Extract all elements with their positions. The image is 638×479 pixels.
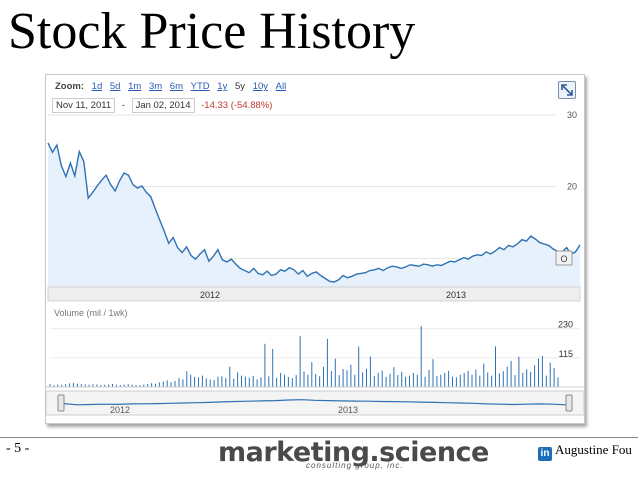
stock-chart-widget: Zoom: 1d 5d 1m 3m 6m YTD 1y 5y 10y All N… — [45, 74, 585, 424]
linkedin-icon: in — [538, 447, 552, 461]
zoom-5y-selected[interactable]: 5y — [234, 81, 246, 92]
flag-icon — [555, 250, 573, 266]
volume-y-tick-1: 230 — [558, 320, 573, 330]
flag-icon-label: O — [560, 254, 567, 264]
zoom-1y[interactable]: 1y — [217, 81, 228, 92]
date-axis-band — [47, 286, 581, 302]
brand-logo: marketing.science — [218, 437, 489, 468]
zoom-1m[interactable]: 1m — [128, 81, 142, 92]
volume-title: Volume (mil / 1wk) — [54, 308, 128, 318]
zoom-3m[interactable]: 3m — [148, 81, 163, 92]
zoom-bar: Zoom: 1d 5d 1m 3m 6m YTD 1y 5y 10y All — [55, 81, 286, 92]
footer-divider — [0, 437, 638, 438]
price-area-fill — [48, 142, 580, 287]
navigator-band — [46, 390, 584, 416]
zoom-10y[interactable]: 10y — [252, 81, 268, 92]
volume-y-tick-0: 115 — [559, 349, 573, 359]
date-range: Nov 11, 2011 - Jan 02, 2014 -14.33 (-54.… — [52, 98, 272, 113]
end-date-input[interactable]: Jan 02, 2014 — [131, 98, 195, 113]
slide-title: Stock Price History — [8, 3, 416, 60]
zoom-6m[interactable]: 6m — [169, 81, 183, 92]
zoom-5d[interactable]: 5d — [109, 81, 121, 92]
start-date-input[interactable]: Nov 11, 2011 — [52, 98, 116, 113]
navigator-handle-right[interactable] — [565, 394, 573, 412]
navigator-series-line — [63, 399, 567, 406]
navigator-handle-left[interactable] — [57, 394, 65, 412]
zoom-1d[interactable]: 1d — [91, 81, 103, 92]
zoom-label: Zoom: — [55, 81, 85, 92]
expand-button[interactable] — [558, 81, 576, 99]
price-x-tick-0: 2012 — [200, 290, 220, 300]
price-x-tick-1: 2013 — [446, 290, 466, 300]
author-credit: in Augustine Fou — [538, 442, 632, 461]
price-y-tick-1: 20 — [567, 182, 577, 192]
author-name: Augustine Fou — [555, 442, 632, 457]
price-change: -14.33 (-54.88%) — [201, 100, 273, 111]
date-separator: - — [121, 100, 125, 111]
page-number: - 5 - — [6, 441, 30, 456]
expand-icon — [561, 84, 573, 96]
navigator-x-tick-0: 2012 — [110, 405, 130, 415]
brand-tagline: consulting group, inc. — [306, 461, 404, 470]
zoom-ytd[interactable]: YTD — [190, 81, 210, 92]
price-y-tick-2: 30 — [567, 110, 577, 120]
navigator-x-tick-1: 2013 — [338, 405, 358, 415]
price-series-line — [47, 142, 581, 283]
zoom-all[interactable]: All — [275, 81, 287, 92]
chart-canvas: 102030O20122013Volume (mil / 1wk)1152302… — [46, 110, 584, 416]
